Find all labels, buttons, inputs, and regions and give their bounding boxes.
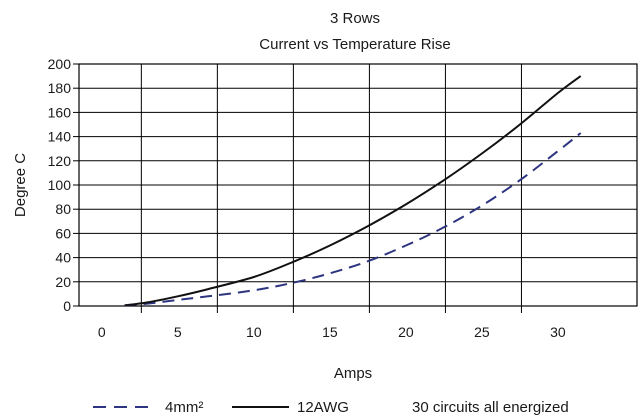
x-tick-label-15: 15 — [322, 324, 338, 340]
y-tick-label-40: 40 — [55, 250, 71, 266]
y-tick-label-60: 60 — [55, 225, 71, 241]
series-line-1 — [124, 75, 582, 307]
x-axis-label: Amps — [334, 365, 372, 382]
grid — [79, 64, 637, 306]
x-tick-label-25: 25 — [474, 324, 490, 340]
x-axis-ticks: 0 5 10 15 20 25 30 — [98, 306, 566, 340]
chart-title: 3 Rows — [330, 10, 380, 27]
y-tick-label-100: 100 — [48, 177, 72, 193]
legend-label-4mm2: 4mm² — [165, 399, 203, 416]
y-axis-ticks: 0 20 40 60 80 100 120 140 160 180 200 — [48, 56, 79, 314]
y-tick-label-140: 140 — [48, 129, 72, 145]
y-tick-label-0: 0 — [63, 298, 71, 314]
x-tick-label-20: 20 — [398, 324, 414, 340]
y-tick-label-160: 160 — [48, 104, 72, 120]
y-tick-label-80: 80 — [55, 201, 71, 217]
y-tick-label-120: 120 — [48, 153, 72, 169]
x-tick-label-30: 30 — [550, 324, 566, 340]
y-tick-label-200: 200 — [48, 56, 72, 72]
chart-subtitle: Current vs Temperature Rise — [259, 36, 450, 53]
x-tick-label-0: 0 — [98, 324, 106, 340]
series-lines — [124, 75, 582, 307]
x-tick-label-5: 5 — [174, 324, 182, 340]
series-line-0 — [124, 132, 582, 307]
annotation-note: 30 circuits all energized — [412, 399, 569, 416]
legend: 4mm² 12AWG 30 circuits all energized — [93, 399, 569, 416]
legend-label-12awg: 12AWG — [297, 399, 349, 416]
y-tick-label-20: 20 — [55, 274, 71, 290]
x-tick-label-10: 10 — [246, 324, 262, 340]
y-tick-label-180: 180 — [48, 80, 72, 96]
y-axis-label: Degree C — [12, 153, 29, 217]
